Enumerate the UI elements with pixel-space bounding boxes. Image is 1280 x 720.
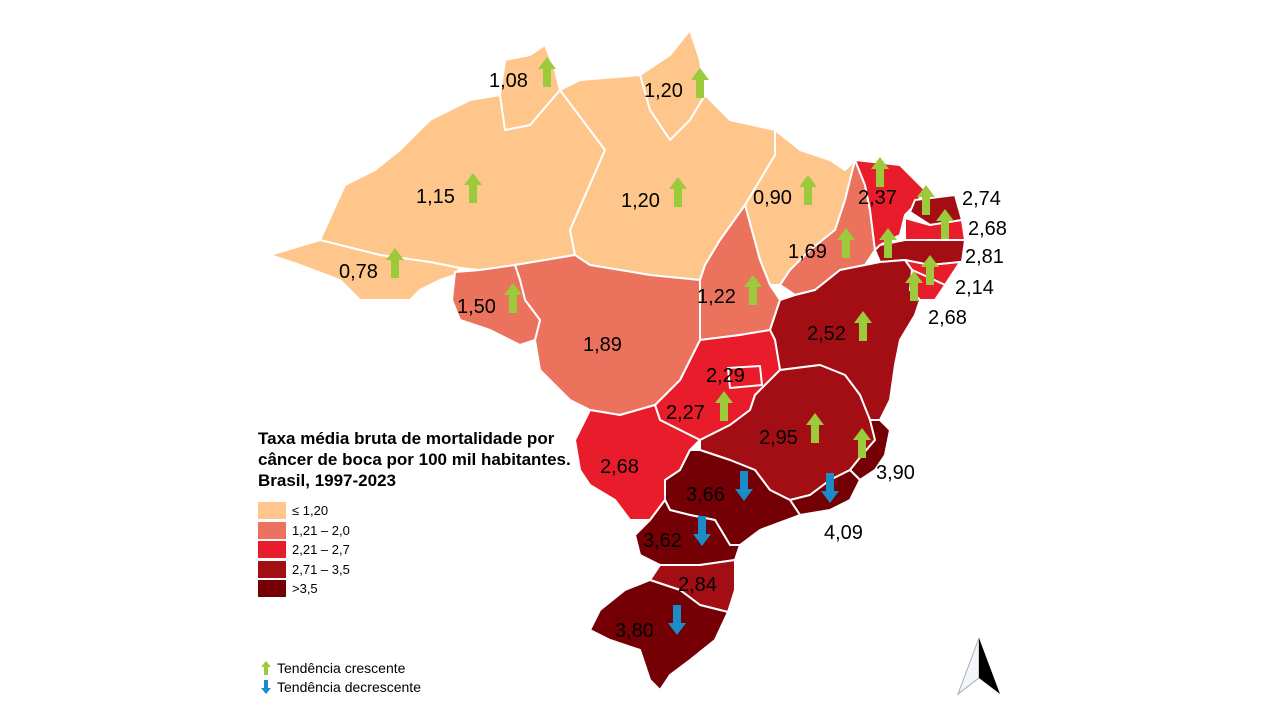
value-label-ba: 2,52: [807, 323, 846, 345]
value-label-ce: 2,37: [858, 187, 897, 209]
value-label-pr: 3,62: [643, 530, 682, 552]
value-label-mt: 1,89: [583, 334, 622, 356]
state-distrito-federal: [727, 365, 763, 389]
value-label-rj: 4,09: [824, 522, 863, 544]
legend-item: ≤ 1,20: [258, 501, 578, 521]
legend-item: 2,71 – 3,5: [258, 560, 578, 580]
trend-down-label: Tendência decrescente: [277, 678, 421, 695]
arrow-up-icon: [261, 660, 271, 675]
value-label-ro: 1,50: [457, 296, 496, 318]
arrow-down-icon: [261, 679, 271, 694]
legend-label: >3,5: [292, 581, 318, 597]
legend-label: 1,21 – 2,0: [292, 522, 350, 538]
value-label-ms: 2,68: [600, 456, 639, 478]
state-amazonas: [319, 89, 606, 271]
value-label-am: 1,15: [416, 186, 455, 208]
value-label-df: 2,29: [706, 365, 745, 387]
legend-label: ≤ 1,20: [292, 503, 329, 519]
trend-legend-up: Tendência crescente: [260, 658, 421, 677]
value-label-rr: 1,08: [489, 70, 528, 92]
value-label-rs: 3,80: [615, 620, 654, 642]
value-label-pb: 2,68: [968, 218, 1007, 240]
value-label-ac: 0,78: [339, 261, 378, 283]
state-rondonia: [451, 264, 541, 346]
value-label-to: 1,22: [697, 286, 736, 308]
legend-item: 2,21 – 2,7: [258, 540, 578, 560]
value-label-se: 2,68: [928, 307, 967, 329]
state-acre: [269, 239, 461, 301]
value-label-sp: 3,66: [686, 484, 725, 506]
legend-swatch: [258, 560, 286, 578]
value-label-go: 2,27: [666, 402, 705, 424]
legend-item: >3,5: [258, 579, 578, 599]
value-label-mg: 2,95: [759, 427, 798, 449]
legend-swatch: [258, 521, 286, 539]
value-label-ap: 1,20: [644, 80, 683, 102]
legend-label: 2,71 – 3,5: [292, 561, 350, 577]
state-ceara: [854, 159, 926, 251]
north-arrow-icon: [956, 637, 1000, 696]
value-label-rn: 2,74: [962, 188, 1001, 210]
value-label-al: 2,14: [955, 277, 994, 299]
value-label-sc: 2,84: [678, 574, 717, 596]
map-title: Taxa média bruta de mortalidade por cânc…: [258, 429, 571, 490]
state-rio-grande-do-sul: [589, 579, 729, 691]
legend-swatch: [258, 502, 286, 520]
legend-swatch: [258, 580, 286, 598]
legend: Taxa média bruta de mortalidade por cânc…: [258, 428, 578, 599]
value-label-es: 3,90: [876, 462, 915, 484]
value-label-pi: 1,69: [788, 241, 827, 263]
state-espirito-santo: [849, 419, 891, 481]
legend-label: 2,21 – 2,7: [292, 542, 350, 558]
trend-legend: Tendência crescente Tendência decrescent…: [260, 658, 421, 696]
trend-legend-down: Tendência decrescente: [260, 677, 421, 696]
value-label-ma: 0,90: [753, 187, 792, 209]
trend-up-label: Tendência crescente: [277, 659, 406, 676]
value-label-pa: 1,20: [621, 190, 660, 212]
legend-swatch: [258, 541, 286, 559]
value-label-pe: 2,81: [965, 246, 1004, 268]
legend-item: 1,21 – 2,0: [258, 521, 578, 541]
state-parana: [634, 499, 741, 566]
